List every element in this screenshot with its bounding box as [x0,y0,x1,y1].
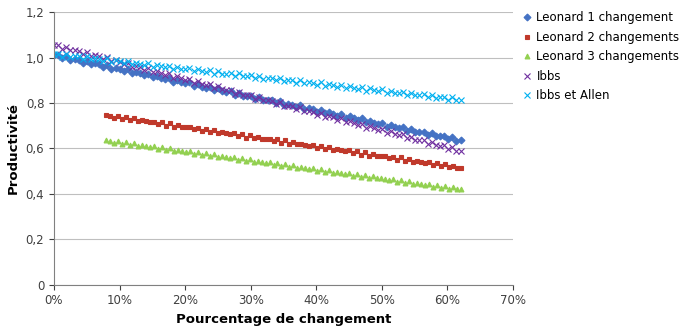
Leonard 2 changements [456,166,464,170]
Leonard 1 changement [132,70,140,74]
Line: Leonard 2 changements: Leonard 2 changements [104,113,463,170]
Ibbs [50,43,58,47]
Leonard 3 changements [349,174,357,178]
Legend: Leonard 1 changement, Leonard 2 changements, Leonard 3 changements, Ibbs, Ibbs e: Leonard 1 changement, Leonard 2 changeme… [518,7,684,107]
Ibbs [292,107,300,111]
Ibbs [128,65,136,69]
Leonard 3 changements [456,187,464,191]
Leonard 3 changements [440,183,448,187]
Ibbs et Allen [54,52,62,56]
Ibbs [144,66,152,70]
Ibbs [456,149,464,153]
Leonard 1 changement [264,98,272,102]
Leonard 2 changements [397,156,405,160]
Ibbs et Allen [453,98,461,102]
Leonard 1 changement [54,53,62,57]
Leonard 3 changements [210,152,218,156]
Line: Leonard 1 changement: Leonard 1 changement [51,53,463,143]
Leonard 1 changement [50,53,58,57]
Leonard 3 changements [150,144,158,148]
Leonard 1 changement [428,131,436,135]
Ibbs [436,144,444,148]
Line: Ibbs et Allen: Ibbs et Allen [51,51,464,103]
Leonard 2 changements [440,162,448,166]
Line: Ibbs: Ibbs [51,42,464,154]
Line: Leonard 3 changements: Leonard 3 changements [104,138,463,192]
Ibbs et Allen [456,98,464,102]
Ibbs et Allen [440,95,448,99]
Leonard 2 changements [102,114,111,118]
Leonard 2 changements [210,128,218,132]
Leonard 1 changement [453,139,461,143]
Leonard 2 changements [405,157,413,161]
Y-axis label: Productivité: Productivité [7,103,20,194]
Ibbs et Allen [132,61,140,65]
Leonard 1 changement [440,134,448,138]
Leonard 3 changements [102,139,111,143]
Leonard 2 changements [349,151,357,155]
Leonard 1 changement [148,75,156,79]
Leonard 1 changement [456,139,464,143]
Leonard 3 changements [397,177,405,181]
Ibbs et Allen [148,65,156,69]
X-axis label: Pourcentage de changement: Pourcentage de changement [176,313,391,326]
Ibbs et Allen [264,76,272,80]
Ibbs et Allen [50,52,58,56]
Ibbs et Allen [428,93,436,97]
Leonard 3 changements [405,179,413,183]
Ibbs [260,99,268,103]
Ibbs [424,142,432,146]
Ibbs et Allen [296,78,304,82]
Leonard 2 changements [150,120,158,124]
Leonard 1 changement [296,103,304,107]
